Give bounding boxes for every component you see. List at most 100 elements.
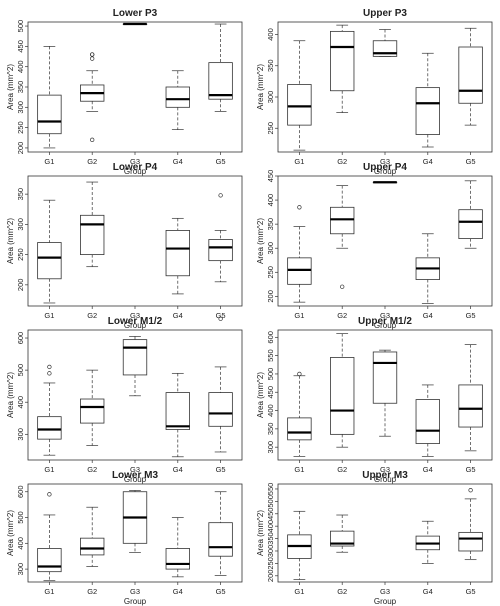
y-axis-label: Area (mm^2)	[256, 510, 265, 556]
y-tick-label: 350	[266, 59, 275, 72]
y-tick-label: 600	[266, 331, 275, 344]
box-g5	[208, 491, 233, 576]
box-iqr	[415, 399, 440, 444]
panel-title: Upper M1/2	[358, 316, 412, 327]
box-g1	[37, 492, 62, 582]
box-iqr	[287, 84, 312, 126]
box-iqr	[37, 548, 62, 573]
x-tick-label: G5	[466, 587, 476, 596]
panel-title: Upper P3	[363, 8, 407, 19]
x-tick-label: G4	[423, 157, 433, 166]
box-g4	[415, 520, 440, 564]
x-axis-label: Group	[374, 321, 397, 330]
x-tick-label: G4	[173, 465, 183, 474]
y-tick-label: 600	[16, 485, 25, 498]
outlier-point	[90, 56, 95, 61]
outlier-point	[297, 205, 302, 210]
outlier-point	[47, 364, 52, 370]
x-tick-label: G3	[130, 157, 140, 166]
box-g3	[372, 181, 398, 184]
box-g5	[458, 180, 483, 249]
x-tick-label: G5	[216, 465, 226, 474]
y-tick-label: 250	[266, 266, 275, 279]
box-g5	[458, 488, 483, 561]
x-tick-label: G5	[216, 311, 226, 320]
y-tick-label: 200	[266, 570, 275, 583]
x-tick-label: G5	[466, 311, 476, 320]
box-g5	[208, 23, 233, 112]
x-tick-label: G1	[44, 587, 54, 596]
box-iqr	[80, 537, 105, 556]
box-iqr	[37, 416, 62, 440]
box-iqr	[165, 86, 190, 108]
x-tick-label: G2	[337, 587, 347, 596]
y-tick-label: 250	[16, 248, 25, 261]
box-g5	[458, 344, 483, 452]
x-tick-label: G1	[294, 465, 304, 474]
x-tick-label: G2	[87, 311, 97, 320]
y-tick-label: 400	[16, 60, 25, 73]
box-g5	[458, 27, 483, 126]
x-tick-label: G3	[380, 465, 390, 474]
x-tick-label: G4	[173, 157, 183, 166]
x-axis-label: Group	[124, 167, 147, 176]
x-tick-label: G1	[44, 157, 54, 166]
y-tick-label: 500	[266, 495, 275, 508]
box-iqr	[208, 392, 233, 427]
y-tick-label: 450	[266, 508, 275, 521]
outlier-point	[47, 492, 52, 497]
box-iqr	[37, 94, 62, 135]
x-tick-label: G3	[380, 587, 390, 596]
box-g4	[415, 384, 440, 457]
box-g1	[287, 40, 312, 151]
y-tick-label: 550	[266, 349, 275, 362]
x-axis-label: Group	[374, 475, 397, 484]
outlier-point	[340, 284, 345, 289]
x-tick-label: G3	[130, 465, 140, 474]
box-g3	[122, 336, 148, 397]
panel-lower-p3: Lower P3 200 250 300 350 400 450 500 Area (mm^2)…	[6, 8, 243, 176]
panel-title: Lower M3	[112, 470, 159, 481]
x-tick-label: G1	[294, 587, 304, 596]
y-tick-label: 500	[16, 364, 25, 377]
y-tick-label: 450	[266, 386, 275, 399]
box-g2	[80, 369, 105, 446]
y-tick-label: 200	[16, 279, 25, 292]
box-iqr	[80, 214, 105, 256]
box-g4	[165, 217, 190, 295]
box-iqr	[458, 384, 483, 428]
y-tick-label: 250	[266, 557, 275, 570]
y-tick-label: 400	[16, 396, 25, 409]
y-tick-label: 450	[266, 170, 275, 183]
x-axis-label: Group	[374, 167, 397, 176]
box-iqr	[330, 30, 355, 92]
panel-upper-m1-2: Upper M1/2 300 350 400 450 500 550 600 Area (mm^…	[256, 316, 493, 484]
box-iqr	[208, 62, 233, 100]
x-tick-label: G2	[337, 311, 347, 320]
box-g4	[415, 233, 440, 304]
box-g2	[80, 181, 105, 268]
x-tick-label: G5	[466, 157, 476, 166]
box-g4	[415, 52, 440, 148]
x-tick-label: G2	[337, 465, 347, 474]
y-tick-label: 300	[266, 242, 275, 255]
outlier-point	[218, 316, 223, 321]
box-iqr	[208, 522, 233, 557]
y-tick-label: 400	[16, 537, 25, 550]
box-iqr	[287, 257, 312, 285]
box-iqr	[330, 357, 355, 435]
box-g4	[165, 517, 190, 578]
y-tick-label: 200	[16, 142, 25, 155]
y-tick-label: 450	[16, 40, 25, 53]
x-tick-label: G5	[466, 465, 476, 474]
outlier-point	[297, 371, 302, 377]
y-tick-label: 300	[16, 101, 25, 114]
y-axis-label: Area (mm^2)	[256, 218, 265, 264]
box-g2	[80, 52, 105, 142]
box-iqr	[458, 46, 483, 104]
panel-title: Lower P4	[113, 162, 158, 173]
box-g2	[330, 514, 355, 553]
panel-title: Upper P4	[363, 162, 407, 173]
box-iqr	[458, 209, 483, 239]
